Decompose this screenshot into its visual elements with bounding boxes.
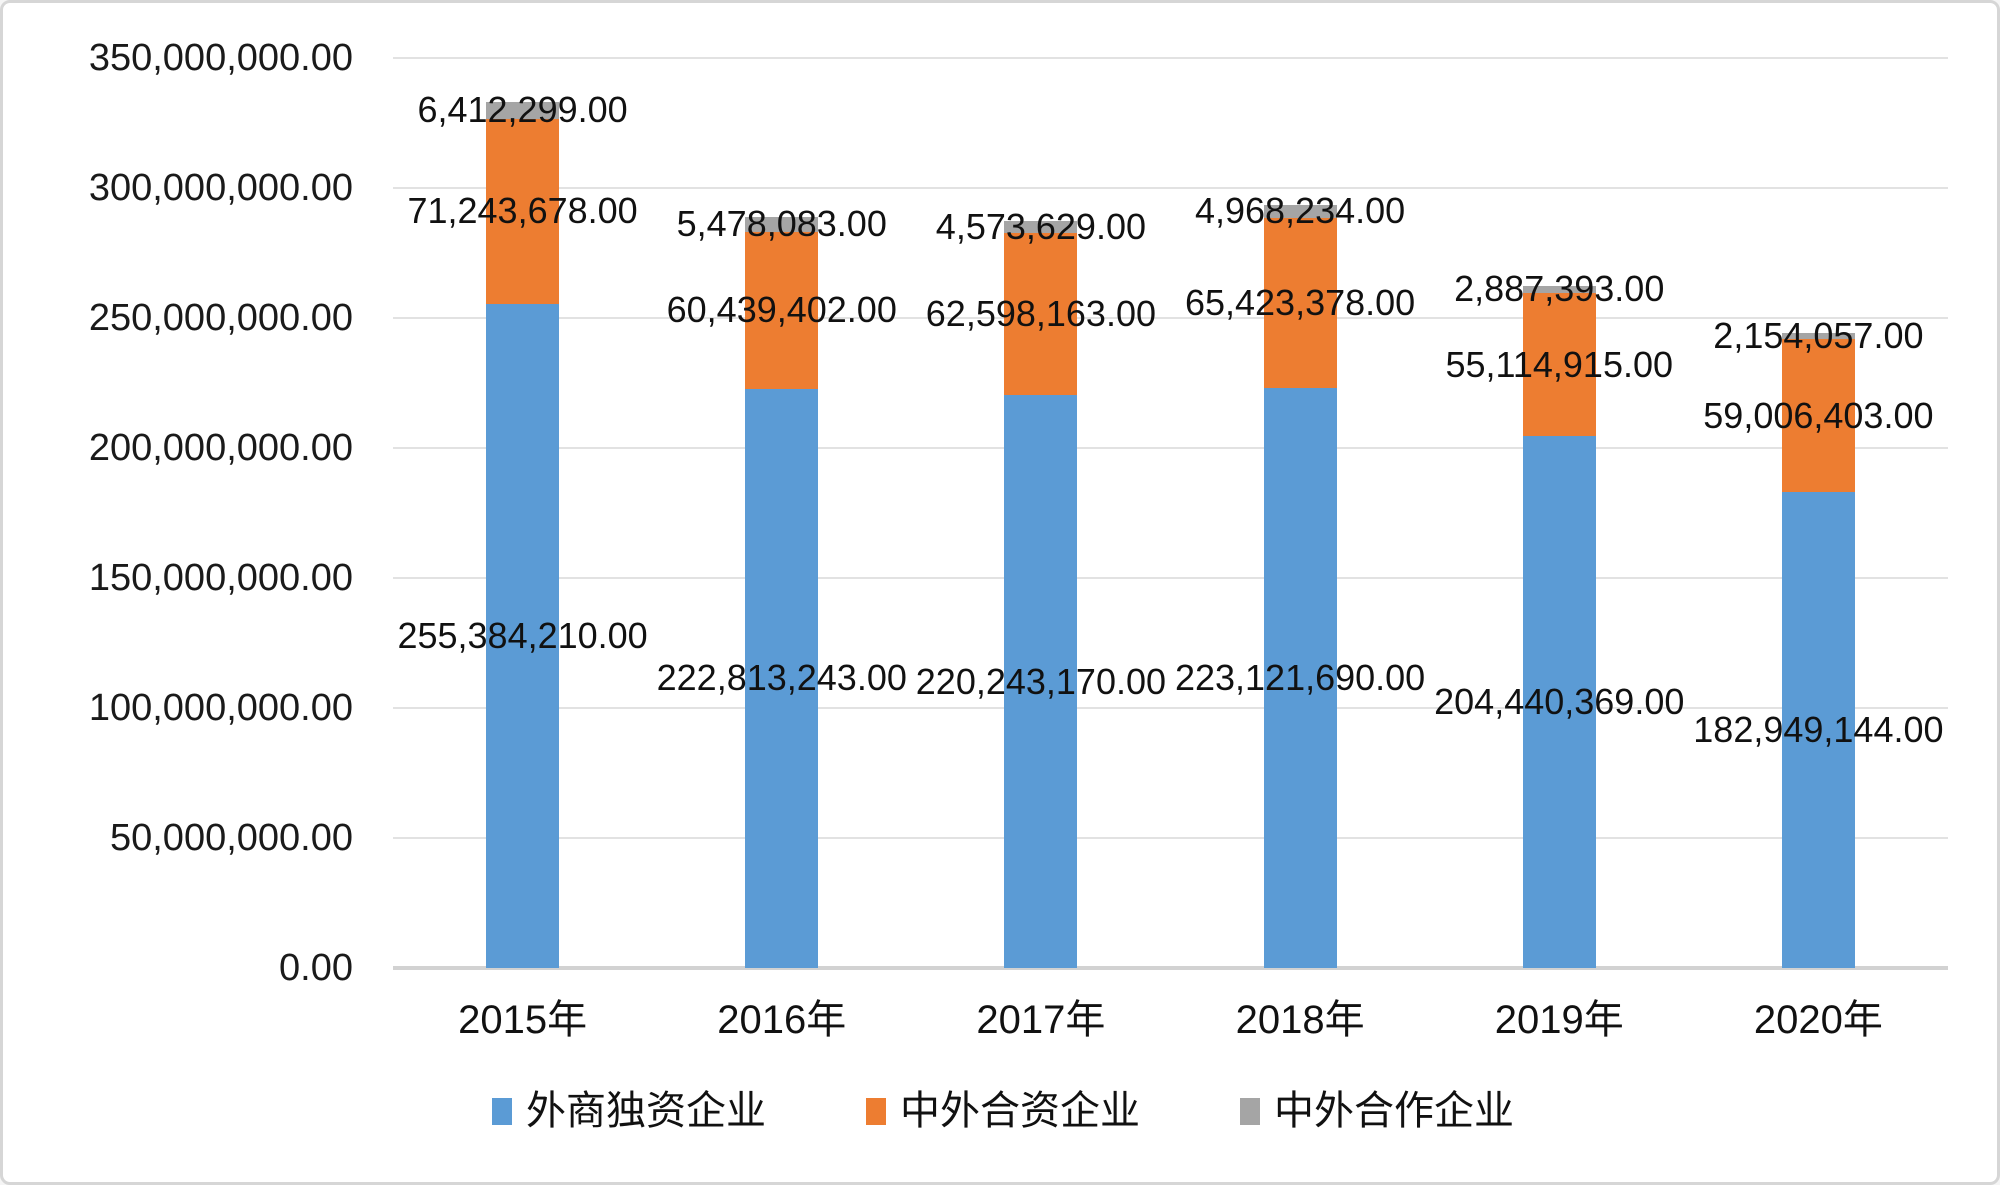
data-label: 60,439,402.00: [666, 289, 897, 331]
x-axis-tick-label: 2016年: [717, 998, 847, 1042]
bar-segment-外商独资企业: [1004, 395, 1078, 968]
data-label: 65,423,378.00: [1184, 281, 1416, 323]
y-axis-tick-label: 250,000,000.00: [88, 297, 353, 339]
data-label: 220,243,170.00: [915, 660, 1167, 702]
data-label: 55,114,915.00: [1445, 343, 1674, 385]
x-axis-tick-label: 2017年: [976, 998, 1106, 1042]
gridline: [393, 707, 1948, 709]
legend-label: 中外合资企业: [900, 1089, 1140, 1133]
bar-segment-中外合资企业: [1781, 338, 1855, 493]
data-label: 6,412,299.00: [417, 89, 628, 131]
data-label: 4,573,629.00: [935, 205, 1146, 247]
bar-segment-中外合作企业: [1781, 333, 1855, 339]
legend: 外商独资企业 中外合资企业 中外合作企业: [3, 1083, 1997, 1139]
y-axis-tick-label: 300,000,000.00: [88, 167, 353, 209]
x-axis-tick-label: 2015年: [458, 998, 588, 1042]
y-axis-tick-label: 100,000,000.00: [88, 687, 353, 729]
data-label: 2,887,393.00: [1454, 268, 1665, 310]
bar-segment-中外合资企业: [1263, 217, 1337, 388]
y-axis-tick-label: 150,000,000.00: [88, 557, 353, 599]
bar-segment-外商独资企业: [1781, 492, 1855, 968]
gridline: [393, 317, 1948, 319]
data-label: 255,384,210.00: [397, 615, 648, 656]
data-label: 204,440,369.00: [1434, 681, 1685, 723]
gridline: [393, 447, 1948, 449]
x-axis-tick-label: 2020年: [1753, 998, 1883, 1042]
gridline: [393, 577, 1948, 579]
bar-segment-外商独资企业: [1263, 387, 1337, 968]
data-label: 59,006,403.00: [1703, 394, 1934, 436]
data-label: 182,949,144.00: [1693, 709, 1944, 751]
bar-segment-中外合作企业: [486, 102, 560, 119]
data-label: 2,154,057.00: [1713, 315, 1924, 357]
legend-marker-icon: [492, 1097, 512, 1125]
legend-marker-icon: [1240, 1097, 1260, 1125]
bar-segment-中外合资企业: [486, 118, 560, 304]
legend-marker-icon: [866, 1097, 886, 1125]
bar-segment-外商独资企业: [745, 388, 819, 968]
legend-label: 中外合作企业: [1274, 1089, 1514, 1133]
data-label: 222,813,243.00: [656, 657, 907, 699]
bar-segment-中外合资企业: [1004, 232, 1078, 396]
data-label: 5,478,083.00: [676, 203, 887, 245]
bar-segment-中外合作企业: [1004, 220, 1078, 233]
bar-segment-外商独资企业: [1522, 436, 1596, 968]
y-axis-tick-label: 350,000,000.00: [88, 37, 353, 79]
gridline: [393, 837, 1948, 839]
legend-label: 外商独资企业: [526, 1089, 766, 1133]
y-axis-tick-label: 50,000,000.00: [109, 817, 353, 859]
x-axis-tick-label: 2018年: [1235, 998, 1365, 1042]
bar-segment-中外合资企业: [745, 231, 819, 389]
y-axis-tick-label: 0.00: [279, 947, 353, 989]
gridline: [393, 187, 1948, 189]
data-label: 223,121,690.00: [1174, 656, 1426, 698]
data-label: 62,598,163.00: [925, 292, 1157, 334]
bar-segment-外商独资企业: [486, 304, 560, 968]
legend-item-外商独资企业: 外商独资企业: [492, 1087, 766, 1135]
gridline: [393, 57, 1948, 59]
legend-item-中外合资企业: 中外合资企业: [866, 1087, 1140, 1135]
bar-segment-中外合作企业: [745, 217, 819, 232]
data-label: 4,968,234.00: [1194, 190, 1406, 232]
x-axis-tick-label: 2019年: [1494, 998, 1624, 1042]
x-axis-line: [393, 966, 1948, 970]
legend-item-中外合作企业: 中外合作企业: [1240, 1087, 1514, 1135]
bar-segment-中外合资企业: [1522, 293, 1596, 437]
bar-segment-中外合作企业: [1263, 204, 1337, 218]
bar-segment-中外合作企业: [1522, 285, 1596, 294]
data-label: 71,243,678.00: [407, 190, 638, 232]
y-axis-tick-label: 200,000,000.00: [88, 427, 353, 469]
